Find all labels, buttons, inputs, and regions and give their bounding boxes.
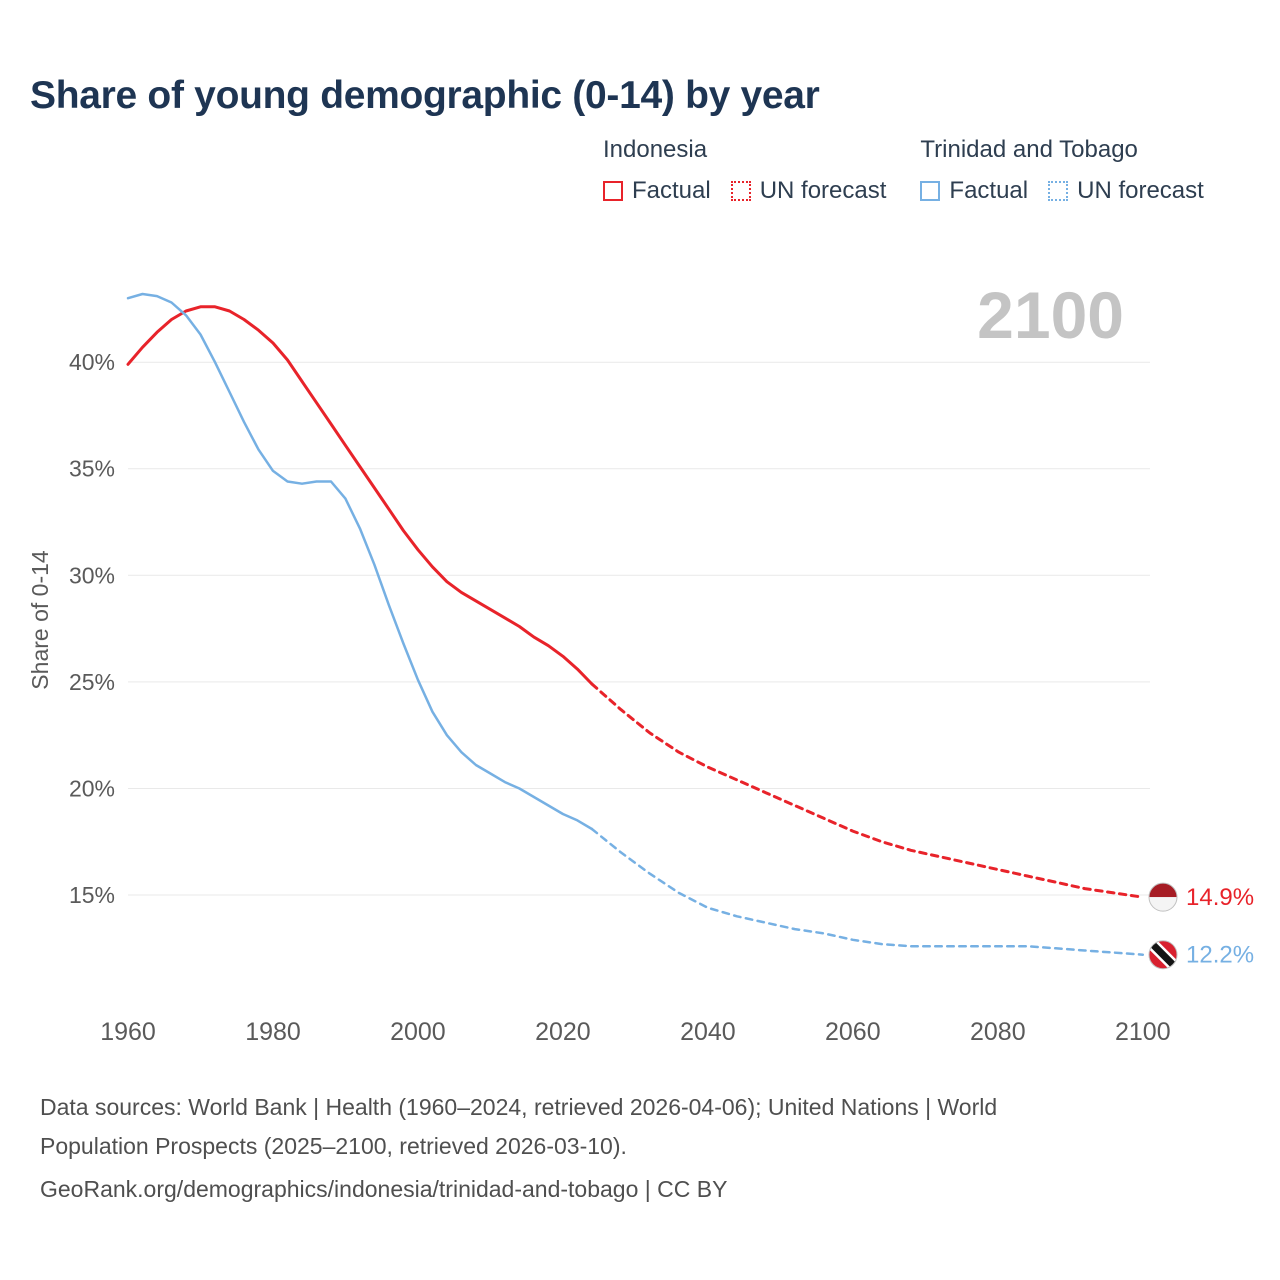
- legend-item-indonesia-factual[interactable]: Factual: [603, 177, 711, 205]
- x-tick-label: 2020: [535, 1018, 591, 1046]
- x-tick-label: 1980: [245, 1018, 301, 1046]
- solid-line-swatch-icon: [920, 181, 941, 201]
- source-line-1: Data sources: World Bank | Health (1960–…: [40, 1094, 998, 1120]
- legend-item-label: UN forecast: [1077, 177, 1204, 204]
- legend-items: Factual UN forecast: [920, 177, 1204, 205]
- data-sources: Data sources: World Bank | Health (1960–…: [40, 1088, 997, 1209]
- y-tick-label: 40%: [69, 349, 115, 375]
- y-tick-label: 25%: [69, 669, 115, 695]
- x-tick-label: 2060: [825, 1018, 881, 1046]
- legend-group-title: Indonesia: [603, 136, 708, 163]
- y-tick-label: 20%: [69, 776, 115, 802]
- legend-group-title: Trinidad and Tobago: [920, 136, 1138, 163]
- legend: Indonesia Factual UN forecast Trinidad a…: [603, 136, 1204, 205]
- y-tick-label: 30%: [69, 562, 115, 588]
- series-line-indonesia-factual: [126, 305, 594, 686]
- x-tick-label: 2100: [1115, 1018, 1171, 1046]
- series-line-trinidad-and-tobago-un-forecast: [590, 827, 1145, 956]
- chart-title: Share of young demographic (0-14) by yea…: [30, 74, 820, 117]
- x-tick-label: 2080: [970, 1018, 1026, 1046]
- year-watermark: 2100: [977, 278, 1124, 352]
- x-tick-label: 2000: [390, 1018, 446, 1046]
- dotted-line-swatch-icon: [730, 181, 751, 201]
- source-line-3: GeoRank.org/demographics/indonesia/trini…: [40, 1176, 728, 1202]
- x-tick-label: 2040: [680, 1018, 736, 1046]
- legend-item-label: Factual: [632, 177, 711, 204]
- dotted-line-swatch-icon: [1048, 181, 1069, 201]
- end-value-label-indonesia: 14.9%: [1186, 884, 1254, 911]
- legend-item-trinidad-factual[interactable]: Factual: [920, 177, 1028, 205]
- y-tick-label: 15%: [69, 882, 115, 908]
- source-line-2: Population Prospects (2025–2100, retriev…: [40, 1133, 627, 1159]
- legend-items: Factual UN forecast: [603, 177, 886, 205]
- indonesia-flag-icon: [1149, 883, 1177, 912]
- series-line-indonesia-un-forecast: [590, 682, 1145, 899]
- solid-line-swatch-icon: [603, 181, 623, 201]
- y-axis-title: Share of 0-14: [27, 550, 53, 690]
- legend-group-trinidad-and-tobago: Trinidad and Tobago Factual UN forecast: [920, 136, 1204, 205]
- legend-group-indonesia: Indonesia Factual UN forecast: [603, 136, 886, 205]
- series-line-trinidad-and-tobago-factual: [126, 292, 594, 831]
- trinidad-and-tobago-flag-icon: [1149, 940, 1177, 969]
- y-tick-label: 35%: [69, 456, 115, 482]
- legend-item-trinidad-forecast[interactable]: UN forecast: [1048, 177, 1204, 205]
- end-value-label-trinidad-and-tobago: 12.2%: [1186, 942, 1254, 969]
- legend-item-indonesia-forecast[interactable]: UN forecast: [730, 177, 887, 205]
- legend-item-label: UN forecast: [759, 177, 887, 204]
- legend-item-label: Factual: [949, 177, 1029, 204]
- x-tick-label: 1960: [100, 1018, 156, 1046]
